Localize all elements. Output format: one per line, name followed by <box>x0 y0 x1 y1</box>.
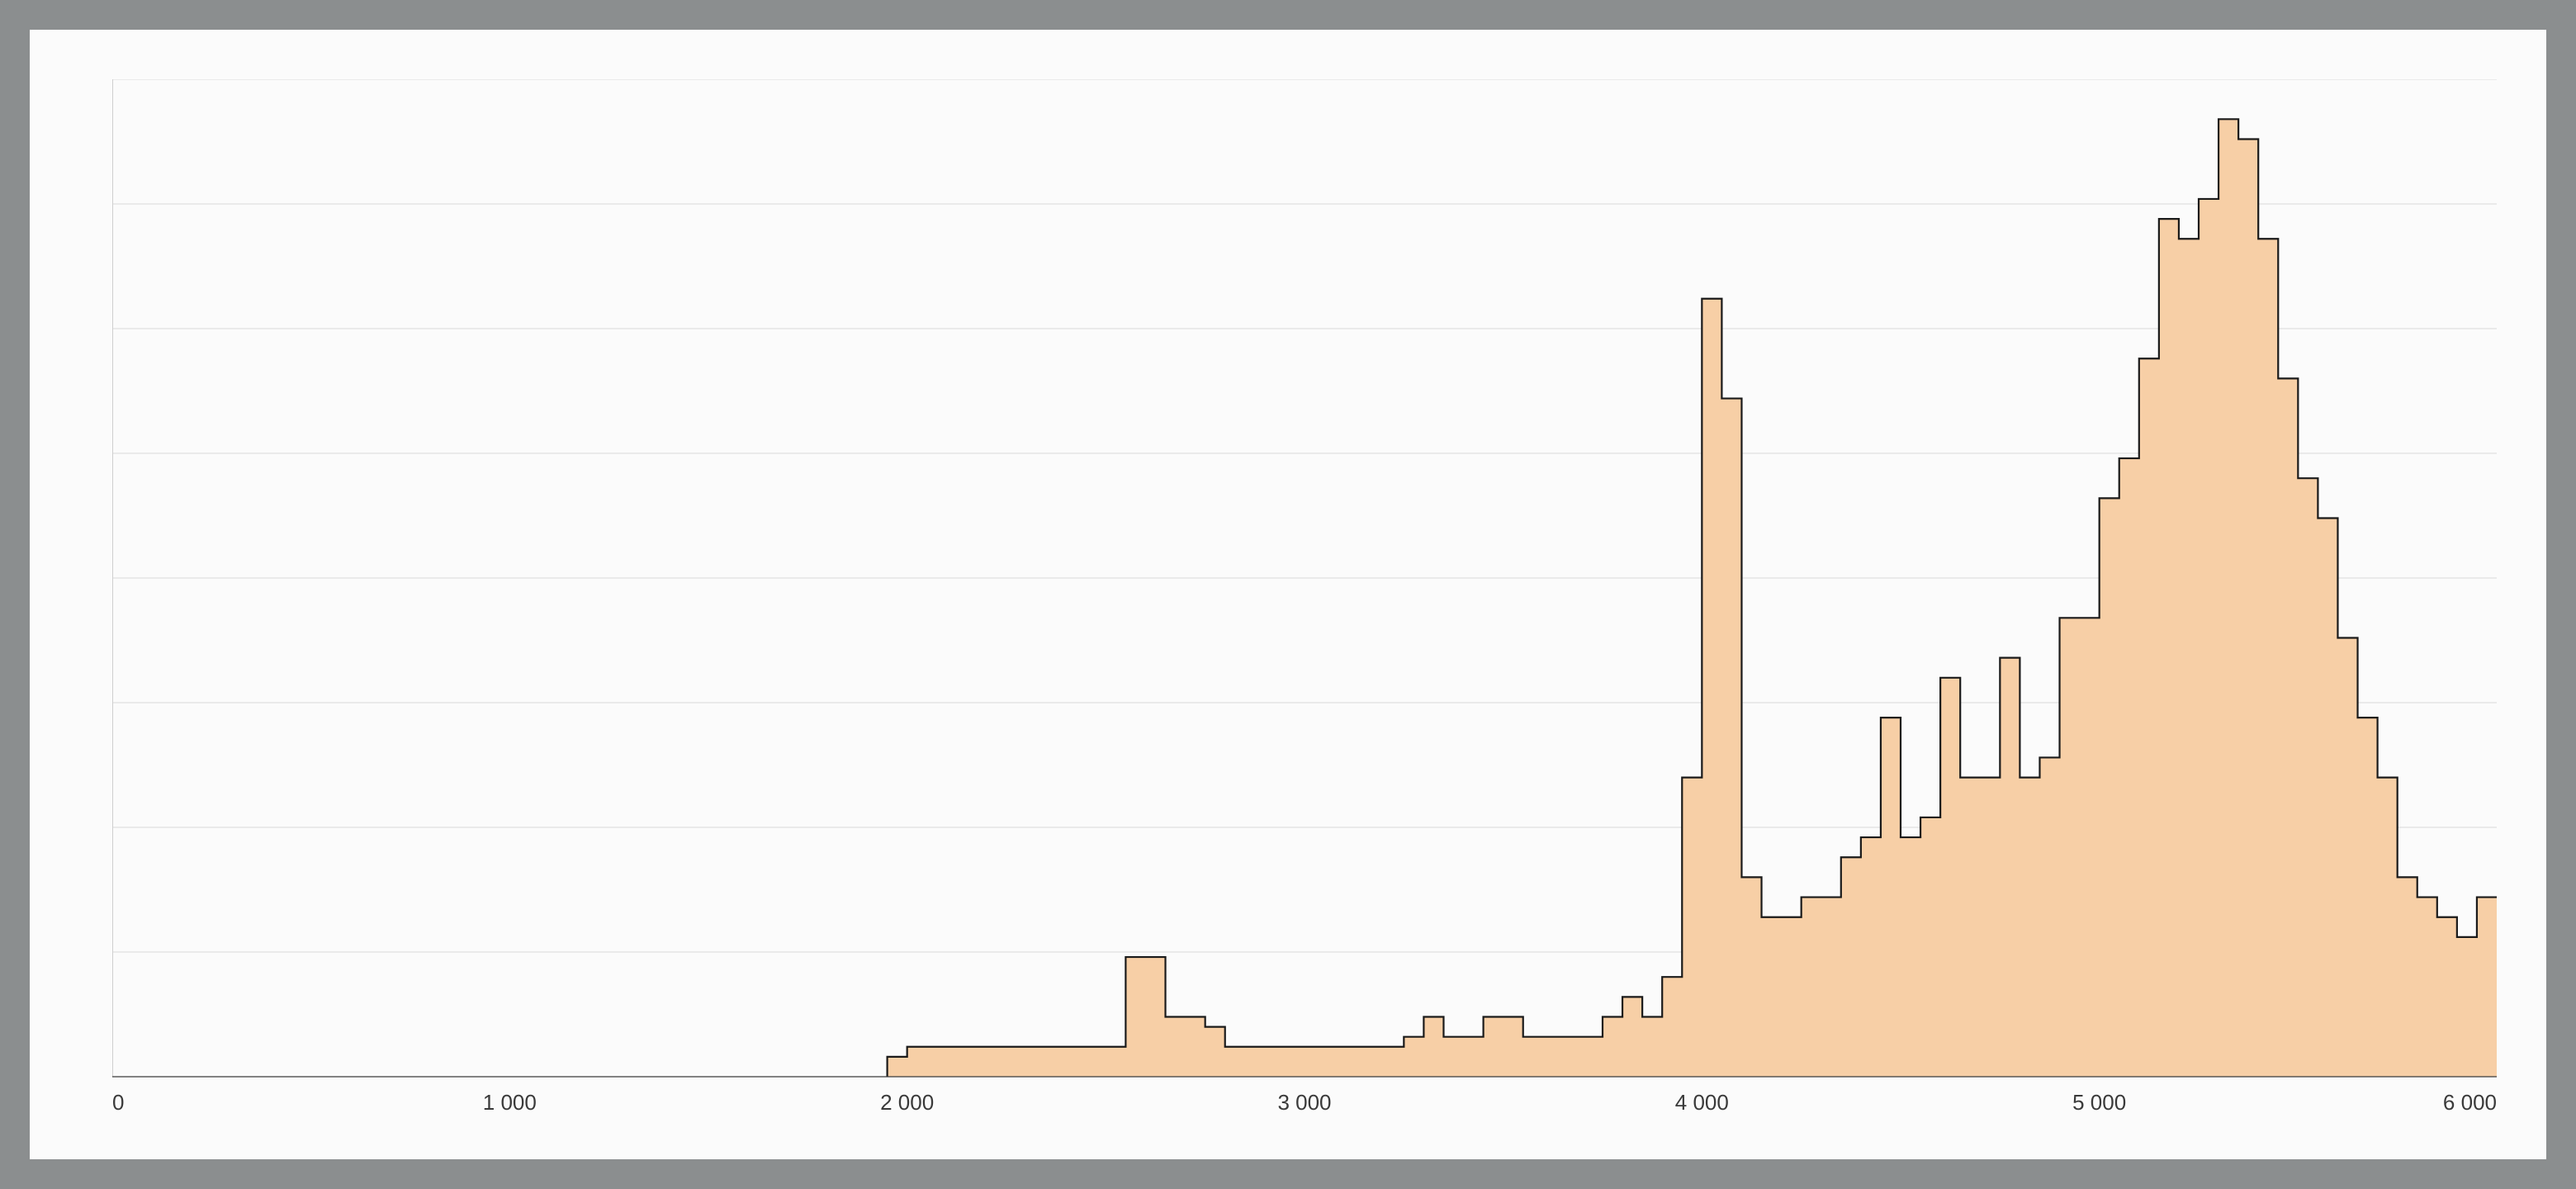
x-tick-label: 6 000 <box>2443 1090 2497 1115</box>
x-tick-label: 1 000 <box>483 1090 537 1115</box>
plot-area: 0 1 000 2 000 3 000 4 000 5 000 6 000 <box>112 79 2497 1126</box>
x-tick-label: 4 000 <box>1675 1090 1729 1115</box>
x-tick-label: 0 <box>112 1090 124 1115</box>
x-tick-label: 5 000 <box>2072 1090 2126 1115</box>
chart-frame: 0 1 000 2 000 3 000 4 000 5 000 6 000 <box>30 30 2546 1159</box>
histogram-fill <box>888 119 2497 1077</box>
x-tick-label: 2 000 <box>880 1090 934 1115</box>
x-tick-label: 3 000 <box>1277 1090 1331 1115</box>
histogram-svg: 0 1 000 2 000 3 000 4 000 5 000 6 000 <box>112 79 2497 1126</box>
